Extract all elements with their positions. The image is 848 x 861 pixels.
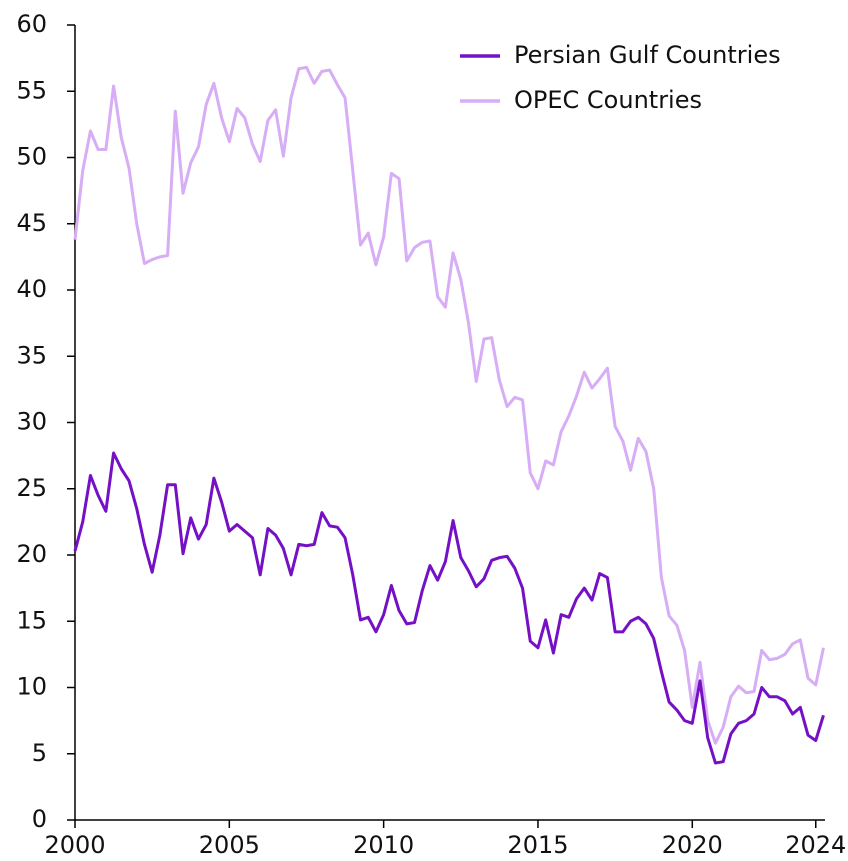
x-tick-label: 2024 [785,831,846,859]
y-tick-label: 25 [16,474,47,502]
y-tick-label: 50 [16,143,47,171]
y-tick-label: 35 [16,341,47,369]
y-tick-label: 20 [16,540,47,568]
data-line [73,451,825,765]
y-tick-label: 0 [32,805,47,833]
x-tick-label: 2000 [44,831,105,859]
y-tick-label: 55 [16,76,47,104]
y-tick-label: 45 [16,209,47,237]
y-tick-label: 15 [16,606,47,634]
data-line [73,65,825,745]
legend-label: Persian Gulf Countries [514,41,781,69]
y-tick-label: 30 [16,408,47,436]
y-tick-label: 5 [32,739,47,767]
y-tick-label: 60 [16,10,47,38]
legend-label: OPEC Countries [514,86,702,114]
x-tick-label: 2010 [353,831,414,859]
y-tick-label: 10 [16,673,47,701]
y-tick-label: 40 [16,275,47,303]
x-tick-label: 2005 [199,831,260,859]
x-tick-label: 2020 [662,831,723,859]
x-tick-label: 2015 [507,831,568,859]
